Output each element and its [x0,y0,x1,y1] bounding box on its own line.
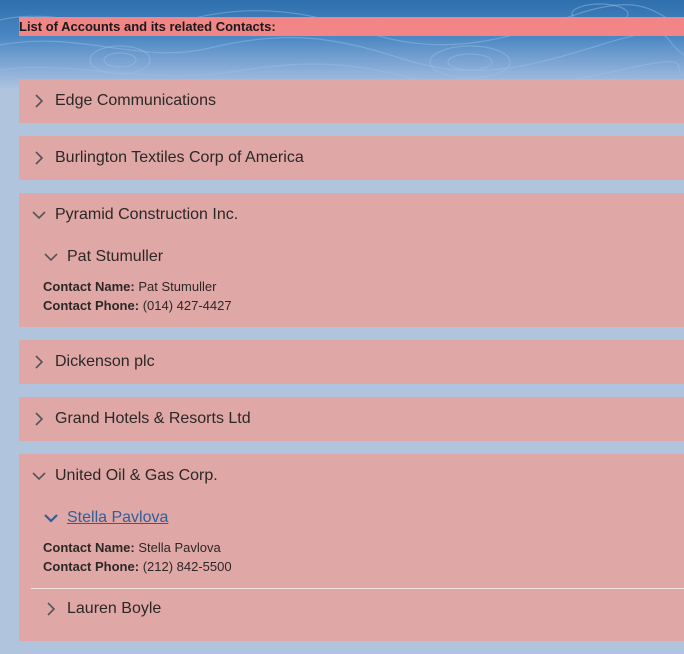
topographic-header-background [0,0,684,90]
account-contacts: Stella Pavlova Contact Name: Stella Pavlo… [19,498,684,641]
accounts-list: Edge Communications Burlington Textiles C… [19,79,684,654]
contact-phone-row: Contact Phone: (212) 842-5500 [19,557,684,576]
chevron-down-icon [32,472,46,481]
chevron-right-icon [35,94,44,108]
chevron-down-icon [32,211,46,220]
chevron-right-icon [35,151,44,165]
account-card: Grand Hotels & Resorts Ltd [19,397,684,441]
account-toggle[interactable]: United Oil & Gas Corp. [19,454,684,498]
contact-toggle[interactable]: Stella Pavlova [19,498,684,538]
chevron-right-icon [47,602,56,616]
contact-name-label: Contact Name: [43,540,135,555]
account-card: Burlington Textiles Corp of America [19,136,684,180]
contact-name-value: Stella Pavlova [138,540,221,555]
account-name: Dickenson plc [55,353,155,370]
contact-name-heading: Lauren Boyle [67,600,162,617]
contact-name-value: Pat Stumuller [138,279,217,294]
contact-phone-value: (014) 427-4427 [142,298,232,313]
account-card: Dickenson plc [19,340,684,384]
chevron-right-icon [35,412,44,426]
account-name: Pyramid Construction Inc. [55,206,239,223]
account-name: Edge Communications [55,92,216,109]
account-card: United Oil & Gas Corp. Stella Pavlova Cont… [19,454,684,641]
account-contacts: Pat Stumuller Contact Name: Pat Stumuller… [19,237,684,327]
contact-toggle[interactable]: Lauren Boyle [19,589,684,629]
contact-name-row: Contact Name: Pat Stumuller [19,277,684,296]
account-toggle[interactable]: Pyramid Construction Inc. [19,193,684,237]
contact-name-row: Contact Name: Stella Pavlova [19,538,684,557]
contact-toggle[interactable]: Pat Stumuller [19,237,684,277]
account-card: Edge Communications [19,79,684,123]
contact-divider [31,588,684,589]
contact-phone-label: Contact Phone: [43,298,140,313]
account-name: United Oil & Gas Corp. [55,467,218,484]
account-toggle[interactable]: Edge Communications [19,79,684,123]
account-toggle[interactable]: Grand Hotels & Resorts Ltd [19,397,684,441]
contact-phone-value: (212) 842-5500 [142,559,232,574]
contact-phone-label: Contact Phone: [43,559,140,574]
chevron-right-icon [35,355,44,369]
account-toggle[interactable]: Burlington Textiles Corp of America [19,136,684,180]
contact-name-heading: Pat Stumuller [67,248,164,265]
contact-name-label: Contact Name: [43,279,135,294]
account-name: Burlington Textiles Corp of America [55,149,304,166]
contact-phone-row: Contact Phone: (014) 427-4427 [19,296,684,315]
account-card: Pyramid Construction Inc. Pat Stumuller Co… [19,193,684,327]
account-toggle[interactable]: Dickenson plc [19,340,684,384]
account-name: Grand Hotels & Resorts Ltd [55,410,251,427]
chevron-down-icon [44,514,58,523]
contact-name-link[interactable]: Stella Pavlova [67,509,169,526]
page-title: List of Accounts and its related Contact… [19,17,684,36]
chevron-down-icon [44,253,58,262]
